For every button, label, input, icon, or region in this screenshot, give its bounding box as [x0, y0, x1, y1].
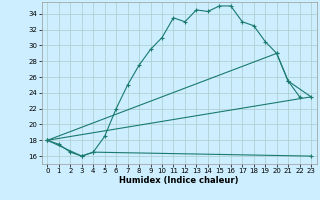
X-axis label: Humidex (Indice chaleur): Humidex (Indice chaleur) [119, 176, 239, 185]
